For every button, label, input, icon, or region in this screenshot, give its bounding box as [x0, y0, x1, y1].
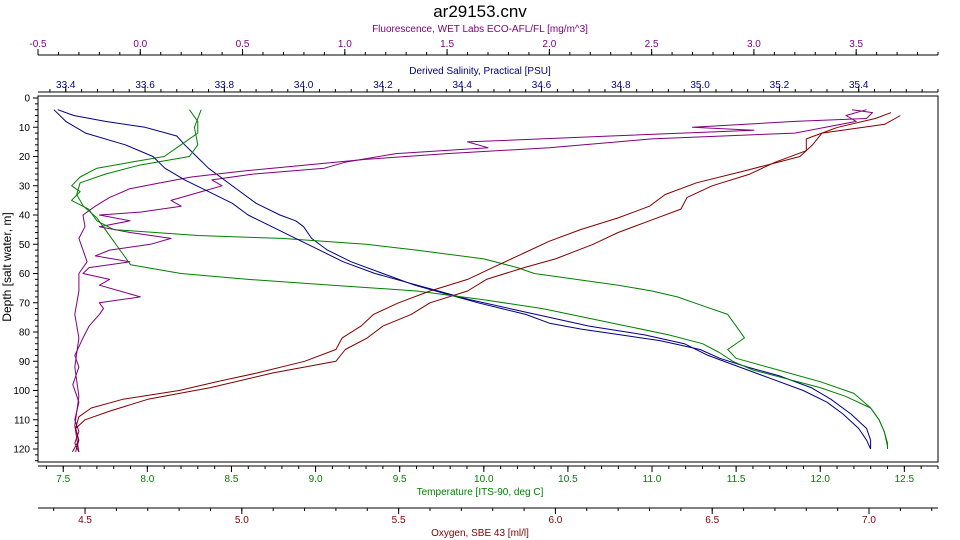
oxygen-tick-label: 6.0: [548, 515, 562, 526]
salinity-tick-label: 35.0: [690, 80, 710, 91]
fluorescence-tick-label: 1.5: [440, 39, 454, 50]
depth-tick-label: 0: [24, 94, 30, 105]
salinity-tick-label: 35.2: [770, 80, 790, 91]
depth-tick-label: 50: [19, 240, 31, 251]
oxygen-tick-label: 6.5: [705, 515, 719, 526]
depth-tick-label: 120: [13, 445, 30, 456]
fluorescence-tick-label: 0.0: [133, 39, 147, 50]
temperature-tick-label: 9.5: [393, 474, 407, 485]
salinity-tick-label: 33.6: [135, 80, 155, 91]
depth-tick-label: 60: [19, 269, 31, 280]
temperature-tick-label: 11.5: [727, 474, 746, 485]
fluorescence-tick-label: 3.0: [747, 39, 761, 50]
salinity-profile-line: [57, 109, 872, 449]
fluorescence-profile-line: [72, 109, 873, 453]
series-layer: [53, 109, 901, 453]
oxygen-tick-label: 5.5: [392, 515, 406, 526]
temperature-tick-label: 12.5: [895, 474, 915, 485]
salinity-tick-label: 34.0: [294, 80, 314, 91]
temperature-axis-label: Temperature [ITS-90, deg C]: [417, 487, 544, 498]
salinity-tick-label: 34.6: [532, 80, 552, 91]
temperature-tick-label: 11.0: [643, 474, 662, 485]
oxygen-profile-line: [72, 115, 901, 453]
salinity-tick-label: 33.4: [56, 80, 76, 91]
oxygen-tick-label: 5.0: [235, 515, 249, 526]
fluorescence-tick-label: 0.5: [236, 39, 250, 50]
oxygen-axis: 4.5 5.0 5.5 6.0 6.5 7.0 Oxygen, SBE 43 [ml/l]: [38, 507, 938, 539]
salinity-axis: 33.4 33.6 33.8 34.0 34.2 34.4 34.6 34.8 35.0 35.2…: [38, 66, 939, 93]
depth-tick-label: 110: [14, 415, 30, 426]
temperature-tick-label: 7.5: [56, 474, 70, 485]
depth-tick-label: 40: [19, 211, 31, 222]
temperature-tick-label: 10.0: [474, 474, 494, 485]
fluorescence-tick-label: -0.5: [29, 39, 47, 50]
fluorescence-tick-label: 2.5: [645, 39, 659, 50]
temperature-tick-label: 12.0: [811, 474, 831, 485]
salinity-axis-label: Derived Salinity, Practical [PSU]: [409, 66, 551, 77]
depth-tick-label: 80: [19, 328, 31, 339]
temperature-tick-label: 9.0: [309, 474, 323, 485]
depth-tick-label: 20: [19, 152, 31, 163]
fluorescence-axis: -0.5 0.0 0.5 1.0 1.5 2.0 2.5 3.0 3.5 Fluorescence…: [29, 24, 939, 56]
temperature-tick-label: 8.0: [140, 474, 154, 485]
salinity-tick-label: 34.4: [452, 80, 472, 91]
fluorescence-profile-line: [74, 109, 867, 452]
depth-axis-label: Depth [salt water, m]: [0, 212, 14, 321]
temperature-tick-label: 10.5: [558, 474, 578, 485]
salinity-tick-label: 35.4: [849, 80, 869, 91]
oxygen-profile-line: [75, 112, 892, 453]
chart-title: ar29153.cnv: [433, 2, 527, 21]
temperature-profile-line: [76, 109, 888, 447]
oxygen-axis-label: Oxygen, SBE 43 [ml/l]: [431, 528, 529, 539]
fluorescence-axis-label: Fluorescence, WET Labs ECO-AFL/FL [mg/m^…: [372, 24, 588, 35]
depth-axis: 0 10 20 30 40 50 60 70 80 90 100 110 120: [13, 94, 38, 462]
depth-tick-label: 30: [19, 181, 31, 192]
salinity-tick-label: 33.8: [215, 80, 235, 91]
fluorescence-tick-label: 3.5: [849, 39, 863, 50]
oxygen-tick-label: 4.5: [78, 515, 92, 526]
depth-tick-label: 90: [19, 357, 31, 368]
depth-tick-label: 70: [19, 298, 31, 309]
salinity-tick-label: 34.2: [373, 80, 393, 91]
depth-tick-label: 100: [13, 386, 30, 397]
temperature-axis: 7.5 8.0 8.5 9.0 9.5 10.0 10.5 11.0 11.5 12.0 12.5 T…: [38, 465, 939, 498]
temperature-tick-label: 8.5: [225, 474, 239, 485]
fluorescence-tick-label: 1.0: [338, 39, 352, 50]
plot-frame: [37, 95, 939, 463]
fluorescence-tick-label: 2.0: [542, 39, 556, 50]
temperature-profile-line: [71, 109, 888, 449]
depth-tick-label: 10: [19, 123, 31, 134]
salinity-tick-label: 34.8: [611, 80, 631, 91]
oxygen-tick-label: 7.0: [862, 515, 876, 526]
salinity-profile-line: [53, 109, 872, 450]
